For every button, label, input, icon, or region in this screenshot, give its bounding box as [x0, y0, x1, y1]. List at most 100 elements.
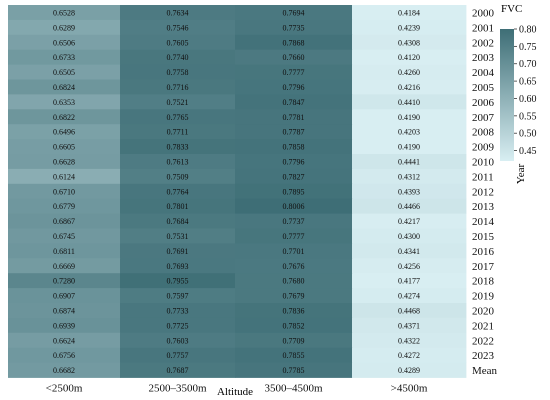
heatmap-cell — [120, 273, 236, 289]
altitude-tick-label: >4500m — [391, 383, 428, 395]
cell-value-label: 0.4239 — [398, 23, 420, 32]
cell-value-label: 0.6710 — [53, 187, 75, 196]
heatmap-cell — [352, 288, 467, 304]
heatmap-cell — [120, 64, 236, 80]
heatmap-cell — [8, 49, 121, 65]
heatmap-cell — [235, 183, 353, 200]
cell-value-label: 0.7785 — [283, 366, 305, 375]
heatmap-cell — [8, 317, 121, 334]
heatmap-cell — [8, 228, 121, 244]
heatmap-cell — [235, 243, 353, 259]
heatmap-cell — [352, 64, 467, 80]
cell-value-label: 0.7676 — [283, 262, 305, 271]
heatmap-cell — [8, 288, 121, 304]
colorbar-tick-label: 0.50 — [519, 129, 537, 140]
cell-value-label: 0.7546 — [167, 23, 189, 32]
cell-value-label: 0.7796 — [283, 157, 305, 166]
heatmap-cell — [8, 154, 121, 170]
heatmap-cell — [235, 303, 353, 319]
altitude-tick-labels: <2500m 2500–3500m 3500–4500m >4500m — [46, 383, 428, 395]
cell-value-label: 0.7687 — [167, 366, 189, 375]
heatmap-cell — [8, 109, 121, 125]
cell-value-label: 0.7634 — [167, 8, 189, 17]
cell-value-label: 0.7895 — [283, 187, 305, 196]
cell-value-label: 0.7796 — [283, 83, 305, 92]
heatmap-cell — [352, 19, 467, 36]
cell-value-label: 0.6824 — [53, 83, 75, 92]
colorbar — [500, 29, 514, 161]
cell-value-label: 0.7605 — [167, 38, 189, 47]
cell-value-label: 0.7757 — [167, 351, 189, 360]
colorbar-tick-label: 0.55 — [519, 111, 537, 122]
heatmap-cell — [8, 213, 121, 229]
heatmap-cell — [8, 362, 121, 378]
cell-value-label: 0.7740 — [167, 53, 189, 62]
heatmap-cell — [120, 183, 236, 200]
year-tick-label: 2009 — [472, 142, 495, 154]
cell-value-label: 0.7855 — [283, 351, 305, 360]
cell-value-label: 0.4190 — [398, 113, 420, 122]
cell-value-label: 0.7765 — [167, 113, 189, 122]
heatmap-cell — [120, 19, 236, 36]
heatmap-cell — [8, 64, 121, 80]
cell-value-label: 0.7868 — [283, 38, 305, 47]
cell-value-label: 0.7836 — [283, 306, 305, 315]
year-tick-label: 2020 — [472, 305, 495, 317]
cell-value-label: 0.7737 — [283, 217, 305, 226]
cell-value-label: 0.4216 — [398, 83, 420, 92]
heatmap-cell — [235, 124, 353, 140]
year-tick-labels: 2000 2001 2002 2003 2004 2005 2006 2007 2008 2009… — [472, 7, 498, 377]
cell-value-label: 0.7758 — [167, 68, 189, 77]
heatmap-cell — [235, 273, 353, 289]
heatmap-cell — [352, 243, 467, 259]
heatmap-cell — [120, 34, 236, 51]
heatmap-cell — [235, 79, 353, 95]
cell-value-label: 0.7509 — [167, 172, 189, 181]
heatmap-cell — [352, 79, 467, 95]
heatmap-cell — [235, 139, 353, 155]
heatmap-cell — [8, 273, 121, 289]
cell-value-label: 0.6669 — [53, 262, 75, 271]
heatmap-cell — [352, 198, 467, 214]
cell-value-label: 0.6756 — [53, 351, 75, 360]
cell-value-label: 0.6124 — [53, 172, 75, 181]
cell-value-label: 0.4177 — [398, 277, 420, 286]
heatmap-cell — [352, 49, 467, 65]
cell-value-label: 0.7680 — [283, 277, 305, 286]
cell-value-label: 0.7833 — [167, 143, 189, 152]
heatmap-cell — [120, 49, 236, 65]
colorbar-tick-label: 0.45 — [519, 146, 537, 157]
cell-value-label: 0.4184 — [398, 8, 420, 17]
colorbar-ticks: 0.45 0.50 0.55 0.60 0.65 0.70 0.75 0.80 — [514, 25, 537, 157]
cell-value-label: 0.4410 — [398, 98, 420, 107]
year-tick-label: 2003 — [472, 52, 495, 64]
heatmap-cell — [8, 168, 121, 185]
heatmap-cell — [235, 347, 353, 363]
cell-value-label: 0.6506 — [53, 38, 75, 47]
heatmap-cell — [8, 243, 121, 259]
heatmap-cell — [235, 198, 353, 214]
heatmap-cell — [120, 243, 236, 259]
heatmap-cell — [120, 79, 236, 95]
cell-value-label: 0.4341 — [398, 247, 420, 256]
heatmap-cell — [235, 94, 353, 110]
heatmap-cell — [235, 34, 353, 51]
heatmap-cell — [352, 109, 467, 125]
heatmap-cell — [235, 228, 353, 244]
year-tick-label: 2022 — [472, 335, 494, 347]
year-tick-label: 2013 — [472, 201, 495, 213]
cell-value-label: 0.7679 — [283, 292, 305, 301]
heatmap-cell — [352, 317, 467, 334]
cell-value-label: 0.6624 — [53, 336, 75, 345]
year-tick-label: 2006 — [472, 97, 495, 109]
heatmap-cell — [120, 228, 236, 244]
year-tick-label: 2017 — [472, 261, 495, 273]
cell-value-label: 0.7701 — [283, 247, 305, 256]
heatmap-cell — [235, 317, 353, 334]
heatmap-cell — [8, 332, 121, 349]
year-tick-label: 2016 — [472, 246, 495, 258]
cell-value-label: 0.7777 — [283, 68, 305, 77]
heatmap-cell — [352, 347, 467, 363]
cell-value-label: 0.6682 — [53, 366, 75, 375]
